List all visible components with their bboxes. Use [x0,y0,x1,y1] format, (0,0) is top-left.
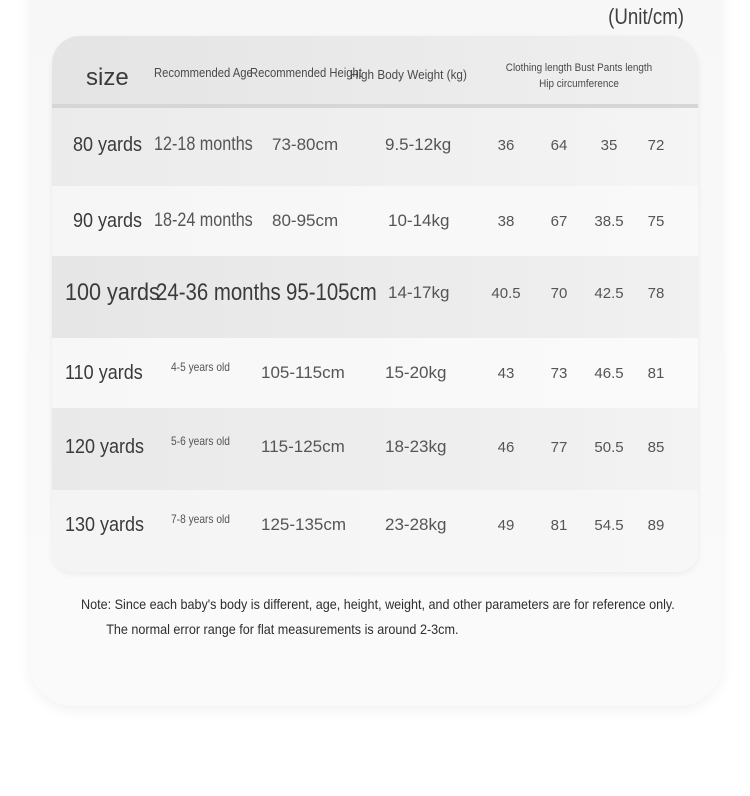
header-age: Recommended Age [154,66,253,80]
note-line-1: Note: Since each baby's body is differen… [81,596,675,612]
size-cell: 130 yards [65,514,145,536]
height-cell: 115-125cm [261,437,345,456]
weight-cell: 9.5-12kg [385,135,452,154]
clothing-length-cell: 40.5 [491,285,521,302]
weight-cell: 18-23kg [385,437,447,456]
pants-length-cell: 35 [600,137,618,154]
clothing-length-cell: 38 [497,213,515,230]
pants-length-cell: 50.5 [594,439,624,456]
weight-cell: 14-17kg [388,283,450,302]
size-cell: 80 yards [73,134,143,156]
hip-cell: 72 [647,137,665,154]
age-cell: 12-18 months [154,134,253,155]
height-cell: 73-80cm [272,135,339,154]
header-measurements: Clothing length Bust Pants length Hip ci… [505,62,653,90]
weight-cell: 10-14kg [388,211,450,230]
bust-cell: 73 [550,365,568,382]
pants-length-cell: 46.5 [594,365,624,382]
note: Note: Since each baby's body is differen… [81,592,721,642]
bust-cell: 70 [550,285,568,302]
table-header: size Recommended Age Recommended Height … [52,36,698,108]
height-cell: 80-95cm [272,211,339,230]
note-line-2: The normal error range for flat measurem… [106,621,459,637]
clothing-length-cell: 36 [497,137,515,154]
age-cell: 24-36 months [156,279,281,306]
bust-cell: 67 [550,213,568,230]
age-cell: 5-6 years old [171,434,230,448]
table-row: 80 yards 12-18 months 73-80cm 9.5-12kg 36 64 3… [52,108,698,186]
hip-cell: 78 [647,285,665,302]
age-cell: 4-5 years old [171,360,230,374]
hip-cell: 81 [647,365,665,382]
size-cell: 110 yards [65,362,143,384]
header-weight: High Body Weight (kg) [350,67,467,82]
table-row: 90 yards 18-24 months 80-95cm 10-14kg 38 67 38… [52,186,698,256]
bust-cell: 77 [550,439,568,456]
header-height: Recommended Height [250,66,362,80]
weight-cell: 23-28kg [385,515,447,534]
size-table: size Recommended Age Recommended Height … [52,36,698,572]
height-cell: 125-135cm [261,515,347,534]
hip-cell: 85 [647,439,665,456]
age-cell: 18-24 months [154,210,253,231]
clothing-length-cell: 46 [497,439,515,456]
size-cell: 90 yards [73,210,143,232]
size-cell: 120 yards [65,436,145,458]
clothing-length-cell: 49 [497,517,515,534]
pants-length-cell: 42.5 [594,285,624,302]
pants-length-cell: 38.5 [594,213,624,230]
weight-cell: 15-20kg [385,363,447,382]
header-size: size [86,64,129,91]
table-row: 120 yards 5-6 years old 115-125cm 18-23kg 46… [52,408,698,490]
table-row: 130 yards 7-8 years old 125-135cm 23-28kg 49… [52,490,698,572]
pants-length-cell: 54.5 [594,517,624,534]
height-cell: 105-115cm [261,363,345,382]
bust-cell: 81 [550,517,568,534]
height-cell: 95-105cm [286,279,377,306]
bust-cell: 64 [550,137,568,154]
age-cell: 7-8 years old [171,512,230,526]
hip-cell: 89 [647,517,665,534]
unit-label: (Unit/cm) [608,4,684,29]
clothing-length-cell: 43 [497,365,515,382]
table-row: 110 yards 4-5 years old 105-115cm 15-20kg 43… [52,338,698,408]
table-row: 100 yards 24-36 months 95-105cm 14-17kg 40.5… [52,256,698,338]
hip-cell: 75 [647,213,665,230]
size-cell: 100 yards [65,279,160,306]
